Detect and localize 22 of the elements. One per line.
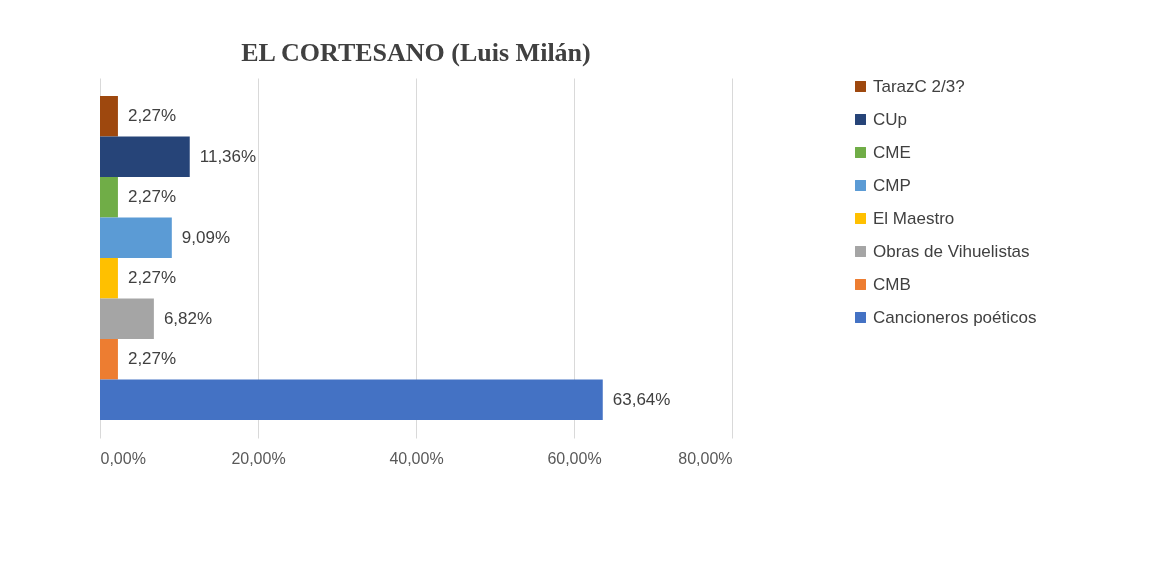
data-label: 2,27%	[127, 268, 177, 288]
legend-label: Obras de Vihuelistas	[873, 241, 1030, 261]
data-label: 2,27%	[127, 349, 177, 369]
legend-label: TarazC 2/3?	[873, 76, 965, 96]
data-label: 9,09%	[181, 227, 231, 247]
legend-label: El Maestro	[873, 208, 955, 228]
x-tick-label: 20,00%	[231, 449, 286, 467]
data-label: 2,27%	[127, 106, 177, 126]
x-tick-label: 0,00%	[100, 449, 146, 467]
chart-title: EL CORTESANO (Luis Milán)	[241, 38, 591, 67]
legend-label: CME	[873, 142, 911, 162]
data-label: 2,27%	[127, 187, 177, 207]
legend-label: CMB	[873, 274, 911, 294]
legend-label: Cancioneros poéticos	[873, 307, 1037, 327]
x-tick-label: 40,00%	[389, 449, 444, 467]
x-tick-label: 60,00%	[547, 449, 602, 467]
data-label: 6,82%	[163, 308, 213, 328]
x-tick-label: 80,00%	[678, 449, 733, 467]
legend-label: CUp	[873, 109, 908, 129]
legend-label: CMP	[873, 175, 911, 195]
data-label: 63,64%	[612, 389, 671, 409]
data-label: 11,36%	[199, 146, 257, 166]
